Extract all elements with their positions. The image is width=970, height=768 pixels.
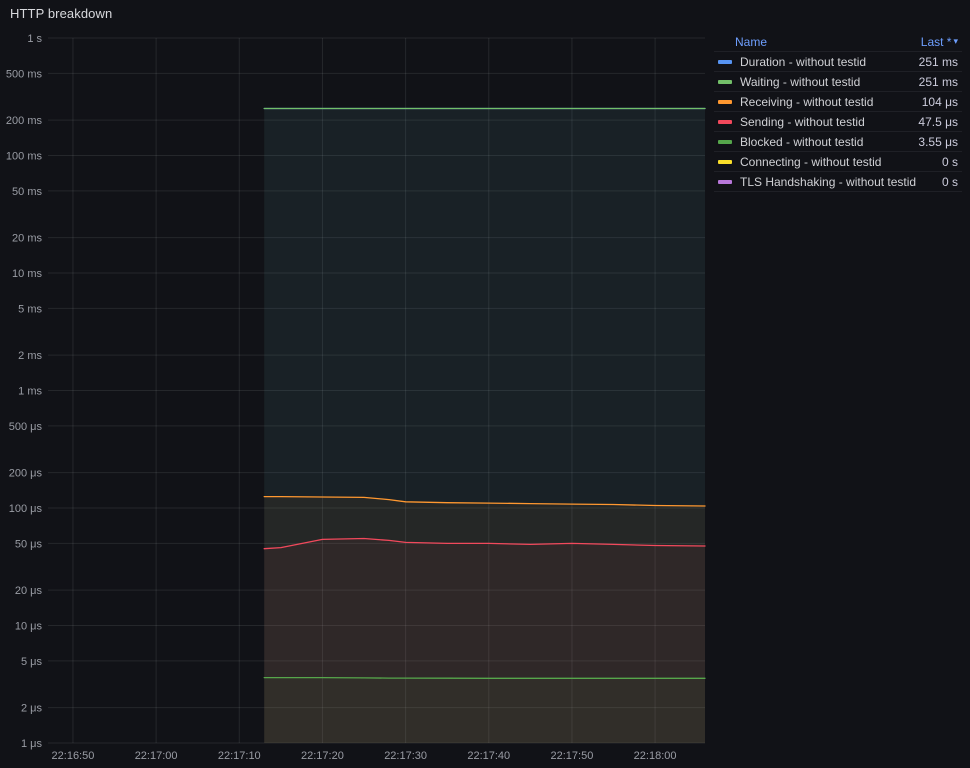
legend-table: Name Last * ▾ Duration - without testid 2… bbox=[714, 32, 962, 192]
panel-title[interactable]: HTTP breakdown bbox=[10, 6, 113, 21]
legend-row[interactable]: Receiving - without testid 104 μs bbox=[714, 91, 962, 111]
y-axis-tick-label: 100 μs bbox=[9, 503, 43, 515]
series-last-value: 0 s bbox=[941, 174, 958, 189]
x-axis-tick-label: 22:17:00 bbox=[135, 750, 178, 762]
legend-row[interactable]: Waiting - without testid 251 ms bbox=[714, 71, 962, 91]
y-axis-tick-label: 50 ms bbox=[12, 186, 42, 198]
y-axis-tick-label: 1 s bbox=[27, 33, 42, 45]
y-axis-tick-label: 2 ms bbox=[18, 350, 42, 362]
series-line bbox=[263, 495, 706, 507]
series-color-swatch bbox=[718, 99, 732, 104]
series-last-value: 251 ms bbox=[918, 74, 958, 89]
series-color-swatch bbox=[718, 59, 732, 64]
legend-row[interactable]: Connecting - without testid 0 s bbox=[714, 151, 962, 171]
y-axis-tick-label: 1 μs bbox=[21, 738, 43, 750]
y-axis-tick-label: 200 ms bbox=[6, 115, 43, 127]
series-name[interactable]: Waiting - without testid bbox=[740, 74, 861, 89]
y-axis-tick-label: 10 ms bbox=[12, 268, 42, 280]
series-area-fill bbox=[264, 677, 705, 743]
legend-header: Name Last * ▾ bbox=[714, 32, 962, 51]
series-color-swatch bbox=[718, 159, 732, 164]
y-axis-tick-label: 20 ms bbox=[12, 233, 42, 245]
legend-name-header[interactable]: Name bbox=[735, 34, 768, 49]
series-name[interactable]: Receiving - without testid bbox=[740, 94, 874, 109]
legend-row[interactable]: Duration - without testid 251 ms bbox=[714, 51, 962, 71]
y-axis-tick-label: 1 ms bbox=[18, 386, 42, 398]
series-color-swatch bbox=[718, 139, 732, 144]
y-axis-tick-label: 10 μs bbox=[15, 621, 43, 633]
y-axis-tick-label: 5 ms bbox=[18, 303, 42, 315]
series-name[interactable]: Duration - without testid bbox=[740, 54, 867, 69]
series-line bbox=[263, 676, 706, 679]
legend-row[interactable]: Blocked - without testid 3.55 μs bbox=[714, 131, 962, 151]
series-line bbox=[263, 537, 706, 550]
series-last-value: 104 μs bbox=[921, 94, 958, 109]
timeseries-chart[interactable]: 1 s 500 ms 200 ms 100 ms 50 ms 20 ms 10 ms 5 ms… bbox=[0, 0, 712, 768]
series-last-value: 251 ms bbox=[918, 54, 958, 69]
y-axis-tick-label: 500 ms bbox=[6, 68, 43, 80]
legend-row[interactable]: Sending - without testid 47.5 μs bbox=[714, 111, 962, 131]
x-axis-tick-label: 22:16:50 bbox=[52, 750, 95, 762]
y-axis-tick-label: 2 μs bbox=[21, 703, 43, 715]
legend-last-header-label: Last * bbox=[920, 34, 952, 49]
series-area-fill bbox=[264, 108, 705, 743]
y-axis-tick-label: 200 μs bbox=[9, 468, 43, 480]
series-color-swatch bbox=[718, 179, 732, 184]
series-name[interactable]: Blocked - without testid bbox=[740, 134, 864, 149]
series-last-value: 47.5 μs bbox=[918, 114, 958, 129]
legend-row[interactable]: TLS Handshaking - without testid 0 s bbox=[714, 171, 962, 191]
series-color-swatch bbox=[718, 119, 732, 124]
sort-desc-icon: ▾ bbox=[953, 36, 958, 46]
y-axis-tick-label: 500 μs bbox=[9, 421, 43, 433]
series-area-fill bbox=[264, 538, 705, 743]
series-area-fill bbox=[264, 496, 705, 743]
x-axis-tick-label: 22:17:30 bbox=[384, 750, 427, 762]
x-axis-tick-label: 22:17:10 bbox=[218, 750, 261, 762]
series-last-value: 3.55 μs bbox=[918, 134, 958, 149]
series-name[interactable]: TLS Handshaking - without testid bbox=[740, 174, 917, 189]
legend-last-header[interactable]: Last * ▾ bbox=[921, 35, 958, 49]
series-color-swatch bbox=[718, 79, 732, 84]
series-last-value: 0 s bbox=[941, 154, 958, 169]
series-area-fill bbox=[264, 108, 705, 743]
x-axis-tick-label: 22:17:50 bbox=[551, 750, 594, 762]
x-axis-tick-label: 22:17:40 bbox=[467, 750, 510, 762]
y-axis-tick-label: 20 μs bbox=[15, 585, 43, 597]
y-axis-tick-label: 5 μs bbox=[21, 656, 43, 668]
series-name[interactable]: Sending - without testid bbox=[740, 114, 865, 129]
x-axis-tick-label: 22:18:00 bbox=[634, 750, 677, 762]
x-axis-tick-label: 22:17:20 bbox=[301, 750, 344, 762]
y-axis-tick-label: 100 ms bbox=[6, 151, 43, 163]
y-axis-tick-label: 50 μs bbox=[15, 538, 43, 550]
legend-rows: Duration - without testid 251 ms Waiting -… bbox=[714, 51, 962, 192]
series-name[interactable]: Connecting - without testid bbox=[740, 154, 882, 169]
